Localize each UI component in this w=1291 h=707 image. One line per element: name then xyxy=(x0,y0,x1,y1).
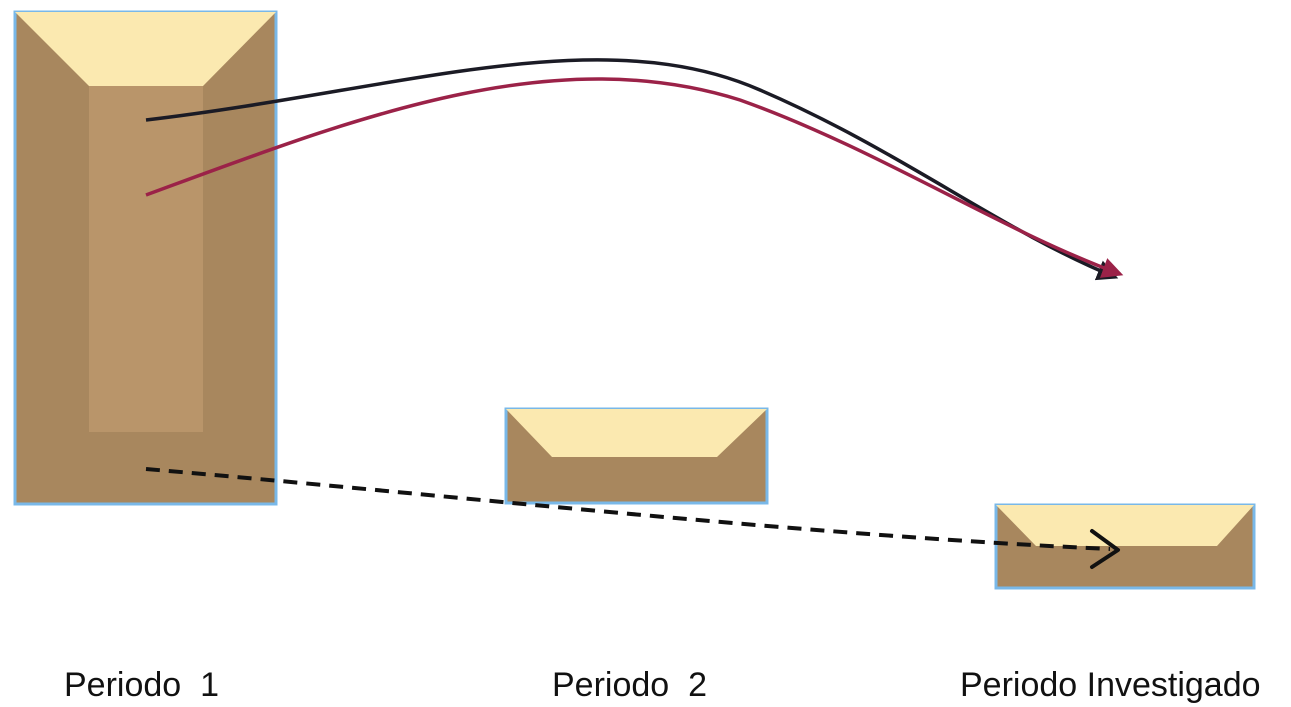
black-curved-arrow xyxy=(145,58,1119,281)
investigated-period-label: Periodo Investigado xyxy=(960,666,1261,704)
period-2-label: Periodo 2 xyxy=(552,666,707,704)
dashed-arrow xyxy=(145,467,1120,569)
period-1-box xyxy=(13,10,278,506)
period-2-box xyxy=(504,407,769,505)
red-curved-arrow xyxy=(145,77,1124,278)
dashed-arrow-head-icon xyxy=(1090,529,1120,569)
period-1-label: Periodo 1 xyxy=(64,666,219,704)
investigated-period-box xyxy=(994,503,1256,590)
